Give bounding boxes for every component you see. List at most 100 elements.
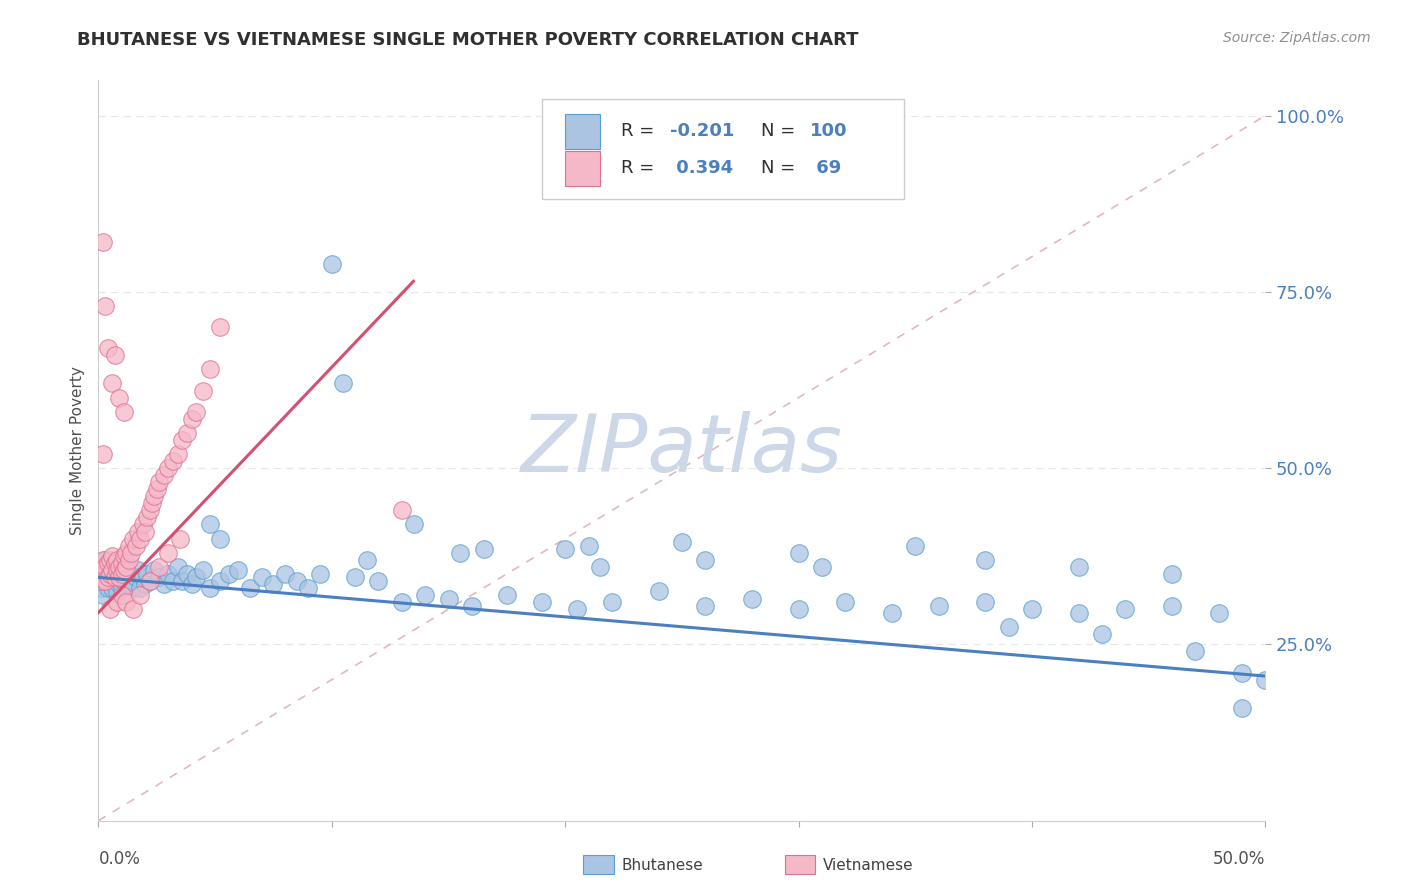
Point — [90, 581, 112, 595]
Point — [148, 559, 170, 574]
Point — [108, 577, 131, 591]
Point — [91, 553, 114, 567]
Point — [647, 584, 669, 599]
Point — [132, 517, 155, 532]
Point — [200, 517, 222, 532]
Text: ZIPatlas: ZIPatlas — [520, 411, 844, 490]
Point — [413, 588, 436, 602]
Point — [141, 496, 163, 510]
Point — [1091, 627, 1114, 641]
Point — [112, 570, 135, 584]
Point — [1254, 673, 1277, 687]
Point — [111, 588, 134, 602]
Point — [193, 563, 215, 577]
Point — [97, 570, 120, 584]
Point — [122, 532, 145, 546]
Point — [200, 581, 222, 595]
Bar — [565, 151, 600, 186]
Point — [127, 524, 149, 539]
Text: BHUTANESE VS VIETNAMESE SINGLE MOTHER POVERTY CORRELATION CHART: BHUTANESE VS VIETNAMESE SINGLE MOTHER PO… — [77, 31, 859, 49]
FancyBboxPatch shape — [541, 99, 904, 199]
Point — [787, 546, 810, 560]
Point — [104, 574, 127, 588]
Point — [461, 599, 484, 613]
Point — [695, 599, 717, 613]
Point — [402, 517, 425, 532]
Point — [98, 602, 121, 616]
Point — [94, 574, 117, 588]
Point — [172, 433, 194, 447]
Point — [90, 559, 112, 574]
Point — [695, 553, 717, 567]
Point — [136, 510, 159, 524]
Point — [105, 563, 128, 577]
Point — [152, 468, 174, 483]
Text: Bhutanese: Bhutanese — [621, 858, 703, 872]
Point — [122, 581, 145, 595]
Point — [129, 588, 152, 602]
Point — [122, 602, 145, 616]
Point — [108, 559, 131, 574]
Text: 100: 100 — [810, 122, 848, 140]
Point — [391, 503, 413, 517]
Point — [200, 362, 222, 376]
Point — [437, 591, 460, 606]
Point — [134, 577, 156, 591]
Point — [472, 542, 495, 557]
Point — [578, 539, 600, 553]
Point — [1161, 599, 1184, 613]
Text: N =: N = — [761, 122, 801, 140]
Point — [1230, 701, 1253, 715]
Point — [98, 559, 121, 574]
Point — [162, 454, 184, 468]
Point — [104, 563, 127, 577]
Point — [162, 574, 184, 588]
Point — [496, 588, 519, 602]
Point — [105, 570, 128, 584]
Point — [176, 566, 198, 581]
Point — [228, 563, 250, 577]
Point — [129, 581, 152, 595]
Point — [111, 556, 134, 570]
Text: Vietnamese: Vietnamese — [823, 858, 912, 872]
Point — [811, 559, 834, 574]
Point — [97, 566, 120, 581]
Point — [112, 549, 135, 564]
Point — [1184, 644, 1206, 658]
Point — [90, 574, 112, 588]
Point — [671, 535, 693, 549]
Point — [105, 584, 128, 599]
Y-axis label: Single Mother Poverty: Single Mother Poverty — [69, 366, 84, 535]
Point — [1114, 602, 1136, 616]
Point — [111, 581, 134, 595]
Point — [157, 461, 180, 475]
Point — [157, 566, 180, 581]
Point — [321, 257, 343, 271]
Point — [193, 384, 215, 398]
Point — [787, 602, 810, 616]
Point — [157, 546, 180, 560]
Point — [172, 574, 194, 588]
Point — [262, 577, 284, 591]
Point — [208, 574, 231, 588]
Point — [115, 546, 138, 560]
Point — [139, 503, 162, 517]
Point — [136, 566, 159, 581]
Point — [169, 532, 191, 546]
Point — [146, 482, 169, 496]
Point — [530, 595, 553, 609]
Point — [94, 574, 117, 588]
Point — [297, 581, 319, 595]
Point — [180, 577, 202, 591]
Point — [104, 570, 127, 584]
Point — [143, 563, 166, 577]
Point — [115, 595, 138, 609]
Point — [152, 577, 174, 591]
Point — [309, 566, 332, 581]
Text: R =: R = — [621, 122, 661, 140]
Point — [101, 581, 124, 595]
Point — [1161, 566, 1184, 581]
Point — [208, 320, 231, 334]
Point — [134, 524, 156, 539]
Point — [91, 588, 114, 602]
